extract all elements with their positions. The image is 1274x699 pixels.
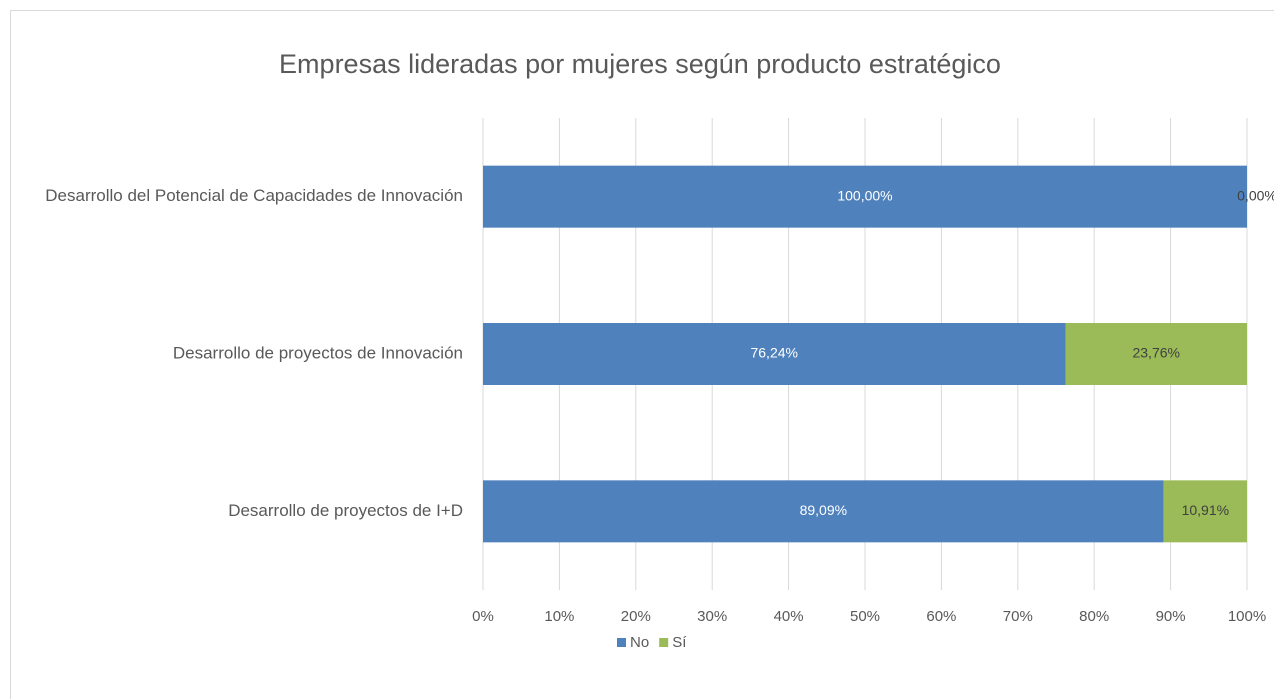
legend-label: Sí (672, 634, 687, 651)
bar-segment (483, 165, 1247, 228)
data-label: 76,24% (750, 345, 797, 361)
y-tick-label: Desarrollo de proyectos de I+D (228, 501, 463, 520)
data-label: 89,09% (800, 502, 847, 518)
data-label: 0,00% (1237, 187, 1274, 203)
x-tick-label: 80% (1079, 608, 1109, 625)
x-tick-label: 50% (850, 608, 880, 625)
x-tick-label: 20% (621, 608, 651, 625)
bar-segment (483, 480, 1164, 543)
data-label: 100,00% (837, 187, 892, 203)
data-label: 23,76% (1132, 345, 1179, 361)
bar-segment (483, 323, 1066, 385)
x-tick-label: 10% (544, 608, 574, 625)
bar-segment (1065, 323, 1247, 385)
y-tick-label: Desarrollo de proyectos de Innovación (173, 343, 463, 362)
x-tick-label: 60% (926, 608, 956, 625)
legend-swatch (659, 638, 669, 647)
x-tick-label: 40% (774, 608, 804, 625)
data-label: 10,91% (1182, 502, 1229, 518)
x-tick-label: 30% (697, 608, 727, 625)
legend-swatch (617, 638, 626, 647)
bar-segment (1163, 480, 1247, 543)
y-tick-label: Desarrollo del Potencial de Capacidades … (45, 186, 463, 205)
x-tick-label: 100% (1228, 608, 1266, 625)
chart-title: Empresas lideradas por mujeres según pro… (279, 49, 1001, 79)
legend-label: No (630, 634, 649, 651)
x-tick-label: 90% (1156, 608, 1186, 625)
x-tick-label: 70% (1003, 608, 1033, 625)
x-tick-label: 0% (472, 608, 494, 625)
